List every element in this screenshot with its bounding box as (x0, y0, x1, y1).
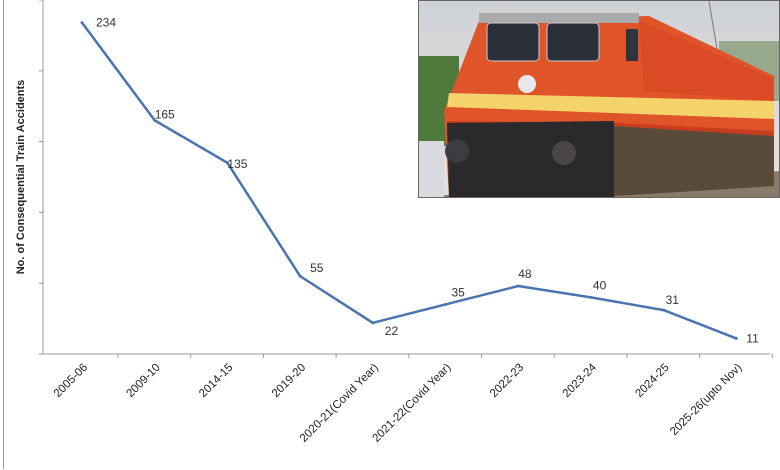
data-point (371, 321, 375, 325)
x-tick-label: 2014-15 (197, 362, 235, 400)
data-point (153, 118, 157, 122)
data-point (298, 274, 302, 278)
data-label: 234 (96, 16, 116, 30)
train-photo (418, 0, 780, 198)
data-label: 11 (746, 331, 759, 345)
data-point (589, 295, 593, 299)
data-label: 165 (155, 107, 175, 121)
data-label: 22 (385, 324, 399, 338)
data-label: 55 (310, 261, 324, 275)
data-label: 31 (666, 293, 680, 307)
x-tick-label: 2020-21(Covid Year) (298, 362, 381, 445)
series-line (80, 21, 737, 340)
data-label: 48 (518, 267, 532, 281)
data-label: 135 (227, 157, 247, 171)
data-point (225, 161, 229, 165)
x-tick-label: 2005-06 (52, 362, 90, 400)
train-locomotive-image (419, 1, 779, 197)
x-tick-label: 2009-10 (124, 362, 162, 400)
y-axis-label: No. of Consequential Train Accidents (15, 80, 27, 275)
chart-frame (3, 0, 778, 469)
x-tick-label: 2024-25 (633, 362, 671, 400)
data-label: 40 (593, 278, 607, 292)
x-tick-label: 2022-23 (488, 362, 526, 400)
data-point (662, 308, 666, 312)
data-point (80, 21, 84, 25)
x-tick-label: 2023-24 (561, 361, 600, 400)
data-point (444, 302, 447, 306)
data-label: 35 (452, 285, 466, 299)
x-tick-label: 2021-22(Covid Year) (371, 362, 454, 445)
x-tick-label: 2025-26(upto Nov) (668, 362, 744, 438)
data-point (516, 284, 520, 288)
data-point (734, 336, 738, 340)
x-tick-label: 2019-20 (270, 362, 308, 400)
